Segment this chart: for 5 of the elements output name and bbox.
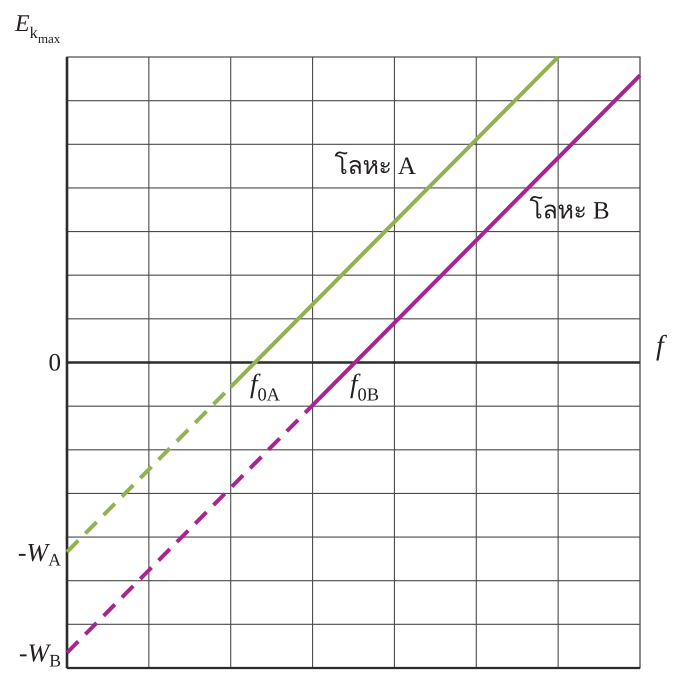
- annotation: f$_{0B}$: [350, 368, 379, 405]
- annotation: -W$_{B}$: [18, 638, 61, 671]
- annotation: f$_{0A}$: [250, 368, 280, 405]
- annotation: 0: [48, 349, 61, 376]
- annotation: -W$_{A}$: [18, 537, 61, 570]
